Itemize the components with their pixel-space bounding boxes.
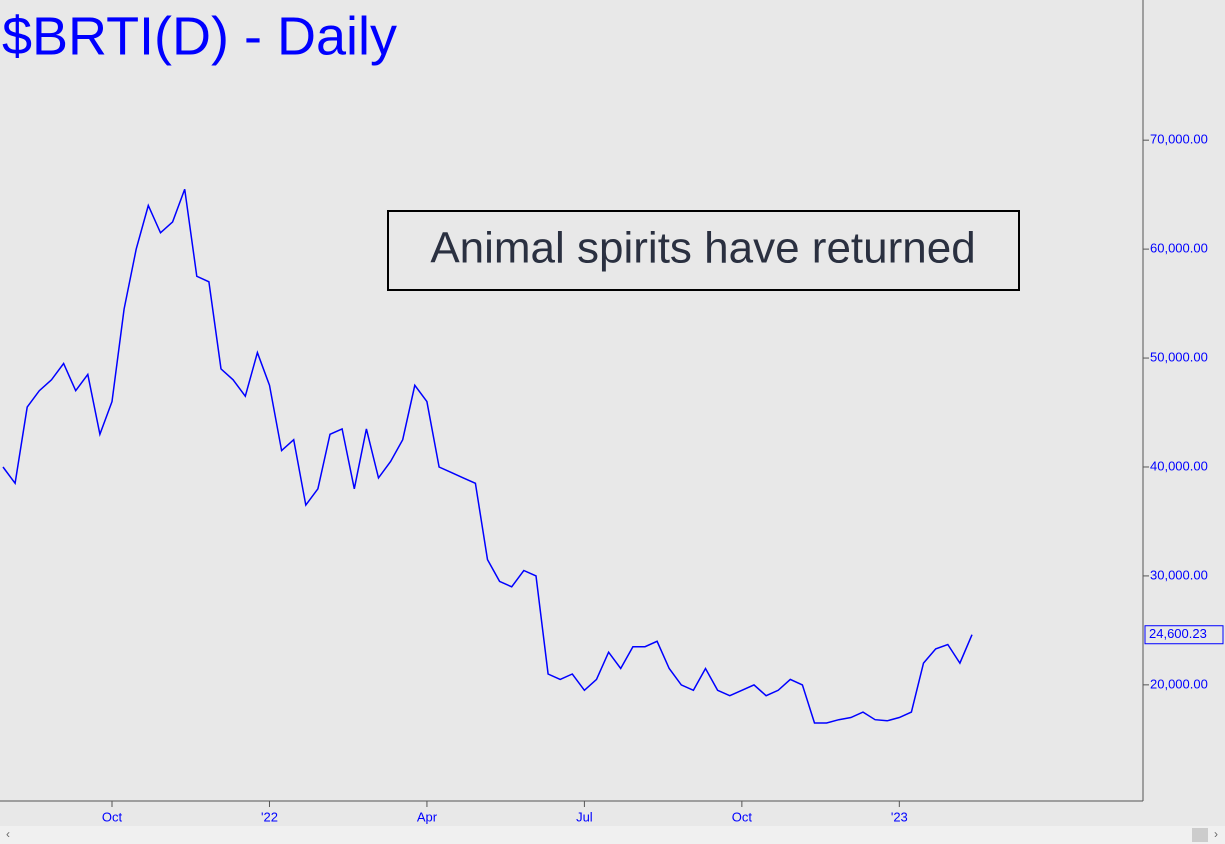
scrollbar [0, 826, 1225, 844]
x-tick-label: Oct [732, 809, 753, 824]
last-price-box [1144, 625, 1224, 645]
x-tick-label: '23 [891, 809, 908, 824]
last-price-label: 24,600.23 [1149, 626, 1207, 641]
y-tick-label: 20,000.00 [1150, 676, 1208, 691]
price-line [2, 188, 973, 724]
y-tick-label: 60,000.00 [1150, 241, 1208, 256]
x-tick-label: Oct [102, 809, 123, 824]
chart-title: $BRTI(D) - Daily [2, 6, 397, 66]
scroll-left[interactable]: ‹ [6, 827, 10, 841]
x-tick-label: Apr [417, 809, 438, 824]
annotation: Animal spirits have returned [430, 224, 975, 273]
annotation-box [387, 210, 1020, 291]
y-tick-label: 70,000.00 [1150, 132, 1208, 147]
y-tick-label: 50,000.00 [1150, 349, 1208, 364]
y-tick-label: 40,000.00 [1150, 458, 1208, 473]
scroll-thumb[interactable] [1192, 828, 1208, 842]
scroll-right[interactable]: › [1214, 827, 1218, 841]
x-tick-label: '22 [261, 809, 278, 824]
y-tick-label: 30,000.00 [1150, 567, 1208, 582]
x-tick-label: Jul [576, 809, 593, 824]
